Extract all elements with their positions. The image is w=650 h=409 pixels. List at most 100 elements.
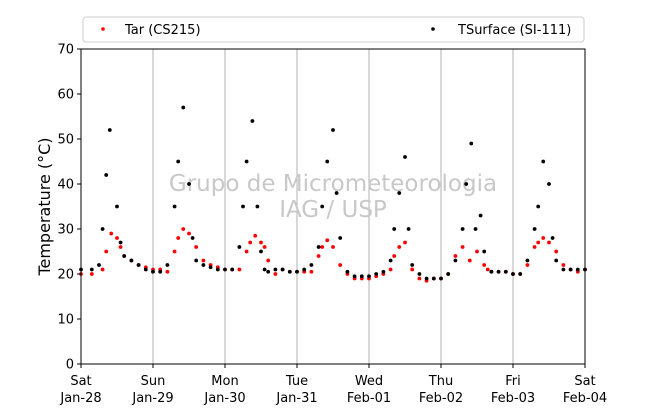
data-point <box>194 245 199 249</box>
y-tick-label: 0 <box>66 358 74 373</box>
data-point <box>151 269 155 274</box>
data-point <box>547 240 551 245</box>
watermark-line-2: IAG / USP <box>279 197 387 223</box>
data-point <box>525 263 530 267</box>
data-point <box>115 204 119 209</box>
x-tick-label-day: Sat <box>70 374 91 389</box>
data-point <box>547 182 551 186</box>
data-point <box>302 267 307 272</box>
data-point <box>208 265 213 270</box>
data-point <box>136 263 141 267</box>
data-point <box>325 159 330 164</box>
data-point <box>241 204 245 209</box>
legend-marker-tar <box>101 27 105 31</box>
data-point <box>338 263 343 267</box>
data-point <box>187 231 191 236</box>
data-point <box>316 254 321 258</box>
data-point <box>244 249 249 254</box>
watermark: Grupo de Micrometeorologia IAG / USP <box>169 171 497 223</box>
data-point <box>532 245 537 249</box>
data-point <box>536 204 541 209</box>
data-point <box>503 269 508 274</box>
y-tick-label: 10 <box>57 313 74 328</box>
data-point <box>482 249 487 254</box>
x-tick-label-day: Sat <box>574 374 595 389</box>
data-point <box>244 159 249 164</box>
x-tick-label-day: Sun <box>141 374 166 389</box>
data-point <box>181 227 186 231</box>
y-tick-label: 40 <box>57 178 74 193</box>
data-point <box>237 267 242 272</box>
x-tick-label-date: Feb-01 <box>347 391 391 406</box>
x-tick-label-date: Jan-29 <box>131 391 173 406</box>
x-tick-label-day: Tue <box>285 374 308 389</box>
data-point <box>388 258 393 263</box>
data-point <box>561 263 566 267</box>
data-point <box>280 267 285 272</box>
data-point <box>100 267 105 272</box>
data-point <box>417 272 422 276</box>
data-point <box>410 263 415 267</box>
data-point <box>424 276 429 281</box>
x-tick-label-day: Mon <box>211 374 238 389</box>
plot-frame <box>80 48 586 365</box>
data-point <box>309 269 314 274</box>
data-point <box>554 258 559 263</box>
data-point <box>89 272 94 276</box>
series-1 <box>79 105 587 281</box>
data-point <box>403 155 407 159</box>
data-point <box>320 204 325 209</box>
data-point <box>100 227 105 231</box>
data-point <box>475 249 479 254</box>
data-point <box>367 274 371 279</box>
data-point <box>406 227 411 231</box>
data-point <box>518 272 523 276</box>
data-point <box>496 269 501 274</box>
data-point <box>388 267 393 272</box>
data-point <box>410 267 415 272</box>
data-point <box>331 245 335 249</box>
data-point <box>309 263 314 267</box>
data-point <box>115 236 119 240</box>
data-point <box>118 240 123 245</box>
data-point <box>469 141 474 146</box>
data-point <box>104 173 109 177</box>
data-point <box>129 258 134 263</box>
data-point <box>194 258 199 263</box>
data-point <box>89 267 94 272</box>
data-point <box>561 267 566 272</box>
data-point <box>541 236 546 240</box>
data-point <box>176 236 181 240</box>
data-point <box>109 231 114 236</box>
data-point <box>460 227 465 231</box>
data-point <box>334 191 339 195</box>
data-point <box>403 240 407 245</box>
data-point <box>478 213 483 218</box>
data-point <box>541 159 546 164</box>
data-point <box>575 267 580 272</box>
data-point <box>223 267 227 272</box>
data-point <box>446 272 451 276</box>
data-point <box>266 269 271 274</box>
legend-label-tsurface: TSurface (SI-111) <box>457 23 571 38</box>
data-point <box>345 269 350 274</box>
watermark-line-1: Grupo de Micrometeorologia <box>169 171 497 197</box>
data-point <box>107 128 112 132</box>
data-point <box>273 272 278 276</box>
data-point <box>172 249 177 254</box>
data-point <box>143 267 148 272</box>
data-point <box>482 263 487 267</box>
data-point <box>237 245 242 249</box>
x-tick-label-date: Feb-03 <box>491 391 535 406</box>
data-point <box>181 105 186 110</box>
data-point <box>453 254 458 258</box>
y-tick-label: 20 <box>57 268 74 283</box>
x-tick-label-day: Thu <box>428 374 453 389</box>
data-point <box>439 276 443 281</box>
data-point <box>158 269 163 274</box>
data-point <box>550 236 555 240</box>
data-point <box>187 182 191 186</box>
data-point <box>359 274 364 279</box>
data-point <box>176 159 181 164</box>
